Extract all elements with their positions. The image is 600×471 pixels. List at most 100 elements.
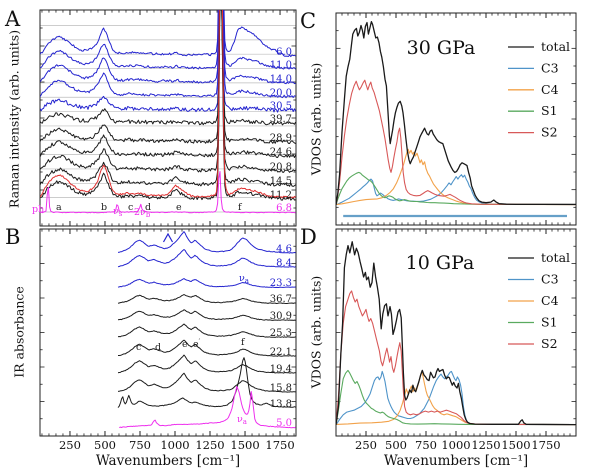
pressure-label: 23.3 (270, 278, 292, 289)
pressure-label: 11.2 (270, 190, 292, 201)
annotation: c (136, 342, 141, 353)
spectrum-6.8 (40, 171, 296, 214)
pressure-label: 36.7 (270, 294, 292, 305)
panel-d-letter: D (300, 225, 317, 249)
spectrum-36.7 (117, 294, 296, 304)
spectrum-8.4 (117, 249, 296, 268)
pressure-label: 6.0 (276, 47, 292, 58)
pressure-label: 24.6 (270, 147, 292, 158)
spectrum-overlay (40, 10, 296, 199)
panel-c-letter: C (300, 9, 317, 33)
x-tick-label: 250 (59, 438, 81, 452)
legend-label: S1 (541, 315, 558, 330)
annotation: e (182, 339, 188, 350)
spectrum-11.2 (40, 10, 296, 201)
legend-label: S2 (541, 336, 558, 351)
spectrum-5.0 (119, 385, 296, 429)
spectrum-14.5 (40, 10, 296, 187)
legend-label: S1 (541, 103, 558, 118)
legend-label: C4 (541, 82, 559, 97)
pressure-label: 15.8 (270, 383, 292, 394)
spectrum-13.8 (117, 357, 296, 408)
vdos-series-S1 (336, 369, 576, 426)
annotation: e (176, 202, 182, 213)
legend-entry: C3 (508, 272, 559, 287)
panelC-group: total C3 C4 S1 S2 (335, 12, 577, 226)
legend-label: total (541, 39, 570, 54)
annotation: νs (113, 206, 123, 218)
x-tick-label: 1250 (195, 438, 224, 452)
pressure-label: 20.0 (270, 88, 292, 99)
spectrum-20.0 (40, 10, 296, 99)
x-tick-label: 1250 (471, 438, 500, 452)
legend-entry: total (508, 250, 570, 265)
annotation: d (155, 342, 161, 353)
legend-label: C4 (541, 293, 559, 308)
x-tick-label: 750 (129, 438, 151, 452)
spectrum-30.9 (117, 309, 296, 321)
panel-a-letter: A (5, 7, 21, 31)
annotation: νa (239, 273, 249, 285)
spectrum-14.0 (40, 10, 296, 85)
annotation: e′ (193, 338, 201, 350)
x-tick-label: 1000 (160, 438, 189, 452)
spectrum-24.6 (40, 10, 296, 158)
annotation: b (101, 202, 107, 213)
legend-entry: total (508, 39, 570, 54)
panel-a-yaxis-label: Raman intensity (arb. units) (6, 29, 22, 209)
panelA-group: 6.0 11.0 14.0 20.0 30.5 39.7 28.9 24.6 20.8 14.5 1… (32, 9, 297, 227)
panelD-group: 250 500 750 1000 1250 1500 1750 total C3 C4 S1 S2 (335, 228, 577, 452)
curves (117, 231, 296, 429)
x-tick-label: 1000 (441, 438, 470, 452)
spectrum-11.0 (40, 10, 296, 70)
legend-entry: S2 (508, 125, 558, 140)
panelB-group: 250 500 750 1000 1250 1500 1750 4.6 8.4 23.3 36.7 3… (39, 228, 297, 452)
curves (40, 10, 296, 214)
pressure-label: 25.3 (270, 328, 292, 339)
pressure-label: 11.0 (270, 60, 292, 71)
legend-entry: S2 (508, 336, 558, 351)
spectrum-20.8 (40, 10, 296, 173)
spectrum-19.4 (117, 354, 296, 374)
pressure-label: 20.8 (270, 162, 292, 173)
x-tick-label: 1500 (230, 438, 259, 452)
vdos-series-total (336, 241, 576, 426)
pressure-label: 13.8 (270, 399, 292, 410)
panel-d-title: 10 GPa (405, 252, 475, 274)
vdos-series-S1 (336, 171, 576, 206)
spectrum-28.9 (40, 10, 296, 144)
spectrum-15.8 (117, 372, 296, 393)
annotation: ph (32, 204, 44, 215)
panel-c-yaxis-label: VDOS (arb. units) (308, 62, 324, 176)
x-tick-label: 1750 (531, 438, 560, 452)
pressure-label: 30.5 (270, 101, 292, 112)
annotation: f (238, 202, 243, 213)
annotation: νa (237, 414, 247, 426)
pressure-label: 14.0 (270, 74, 292, 85)
panel-b-yaxis-label: IR absorbance (11, 286, 27, 378)
pressure-label: 8.4 (276, 258, 292, 269)
caret-marker (162, 232, 174, 243)
spectrum-4.6 (117, 231, 296, 254)
x-ticks (336, 13, 576, 225)
curves (336, 20, 576, 206)
curves (336, 241, 576, 426)
panel-b-xaxis-label: Wavenumbers [cm⁻¹] (95, 453, 241, 469)
pressure-label: 39.7 (270, 114, 292, 125)
panel-d-xaxis-label: Wavenumbers [cm⁻¹] (383, 453, 529, 469)
x-tick-label: 750 (415, 438, 437, 452)
pressure-label: 30.9 (270, 311, 292, 322)
x-tick-label: 500 (94, 438, 116, 452)
x-tick-label: 250 (355, 438, 377, 452)
vdos-series-S2 (336, 79, 576, 206)
spectrum-22.1 (118, 339, 296, 357)
x-ticks (40, 10, 296, 226)
annotation: d (145, 202, 151, 213)
pressure-label: 22.1 (270, 347, 292, 358)
pressure-label: 5.0 (276, 418, 292, 429)
spectrum-39.7 (40, 10, 296, 126)
vdos-series-total (336, 20, 576, 206)
legend-label: total (541, 250, 570, 265)
